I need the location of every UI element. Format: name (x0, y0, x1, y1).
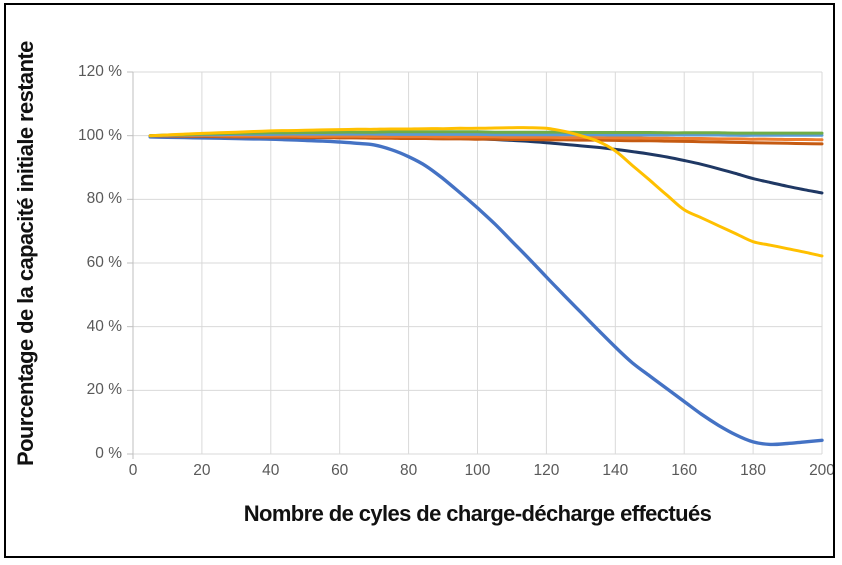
y-tick-label: 60 % (86, 254, 122, 271)
x-tick-label: 60 (331, 462, 349, 479)
y-tick-label: 120 % (78, 63, 122, 80)
x-tick-label: 180 (740, 462, 767, 479)
series-line-vert (148, 130, 824, 138)
x-tick-label: 140 (602, 462, 629, 479)
x-tick-label: 0 (128, 462, 138, 479)
x-tick-label: 40 (262, 462, 280, 479)
y-tick-label: 20 % (86, 381, 122, 399)
x-tick-label: 20 (193, 462, 211, 479)
x-axis-title: Nombre de cyles de charge-décharge effec… (243, 501, 712, 526)
x-tick-label: 160 (671, 462, 698, 479)
y-tick-label: 100 % (78, 126, 122, 144)
series-line-jaune (148, 126, 824, 258)
y-tick-label: 40 % (86, 317, 122, 335)
series-line-bleu-fonce (148, 134, 824, 195)
y-axis-title: Pourcentage de la capacité initiale rest… (13, 41, 38, 467)
x-tick-label: 100 (464, 462, 491, 479)
y-tick-label: 80 % (86, 190, 122, 208)
series-line-bleu (148, 135, 824, 447)
x-tick-label: 200 (809, 462, 835, 479)
y-tick-label: 0 % (95, 445, 122, 462)
series-line-orange (148, 134, 824, 142)
x-tick-label: 120 (533, 462, 560, 479)
x-tick-label: 80 (399, 462, 418, 479)
